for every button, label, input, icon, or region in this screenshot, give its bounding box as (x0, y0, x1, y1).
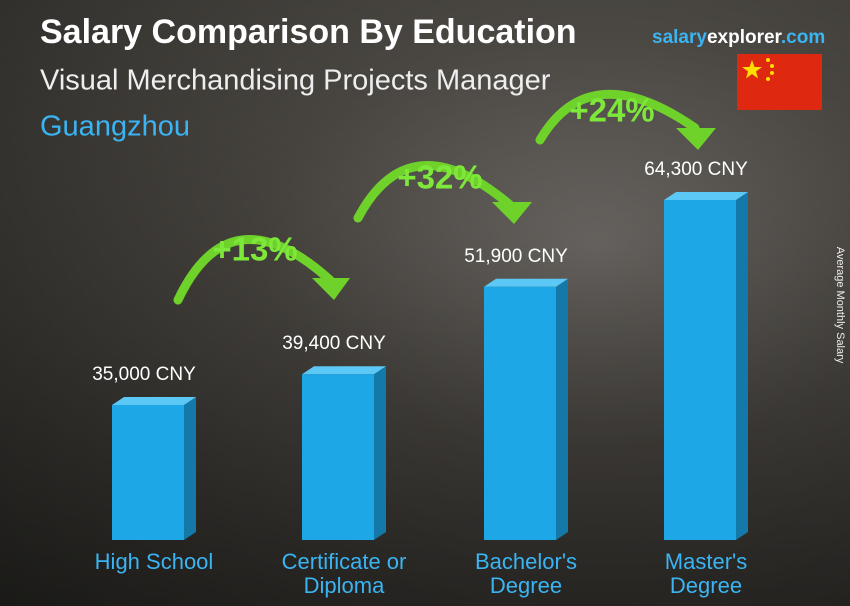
value-label: 64,300 CNY (644, 159, 748, 180)
arrow-head (492, 202, 532, 224)
location: Guangzhou (40, 111, 190, 143)
x-tick-label: Bachelor's Degree (474, 549, 578, 598)
bar-top (484, 278, 568, 287)
x-tick-label: Master's Degree (664, 549, 748, 598)
brand: salaryexplorer.com (652, 27, 825, 48)
bar (302, 374, 374, 540)
y-axis-label: Average Monthly Salary (834, 247, 846, 364)
chart-subtitle: Visual Merchandising Projects Manager (40, 65, 551, 97)
flag-field (737, 54, 822, 110)
bar-side (736, 192, 748, 540)
flag-star (770, 64, 774, 68)
x-tick-label: High School (94, 549, 214, 574)
bar (112, 405, 184, 540)
value-label: 51,900 CNY (464, 246, 568, 267)
bar (664, 200, 736, 540)
annotation: +32% (397, 159, 482, 196)
arrow (535, 89, 700, 145)
annotation: +13% (212, 231, 297, 268)
flag (737, 54, 822, 110)
arrow (173, 235, 335, 305)
brand-part: .com (781, 27, 825, 48)
arrow-head (312, 278, 350, 300)
arrow-head (676, 128, 716, 150)
flag-star (766, 77, 770, 81)
arrow (353, 161, 515, 223)
value-label: 39,400 CNY (282, 333, 386, 354)
value-label: 35,000 CNY (92, 364, 196, 385)
arrows (173, 89, 716, 305)
bar-top (664, 192, 748, 200)
bar-top (112, 397, 196, 405)
bar-top (302, 366, 386, 375)
annotation: +24% (569, 92, 654, 129)
bar-side (184, 397, 196, 540)
bar (484, 286, 556, 540)
chart-title: Salary Comparison By Education (40, 13, 577, 51)
flag-star (766, 58, 770, 62)
x-tick-label: Certificate or Diploma (281, 549, 407, 598)
bar-side (556, 278, 568, 540)
bar-side (374, 366, 386, 540)
brand-part: salary (652, 27, 707, 48)
brand-part: explorer (707, 27, 783, 48)
flag-star (770, 71, 774, 75)
flag-star (742, 60, 762, 79)
